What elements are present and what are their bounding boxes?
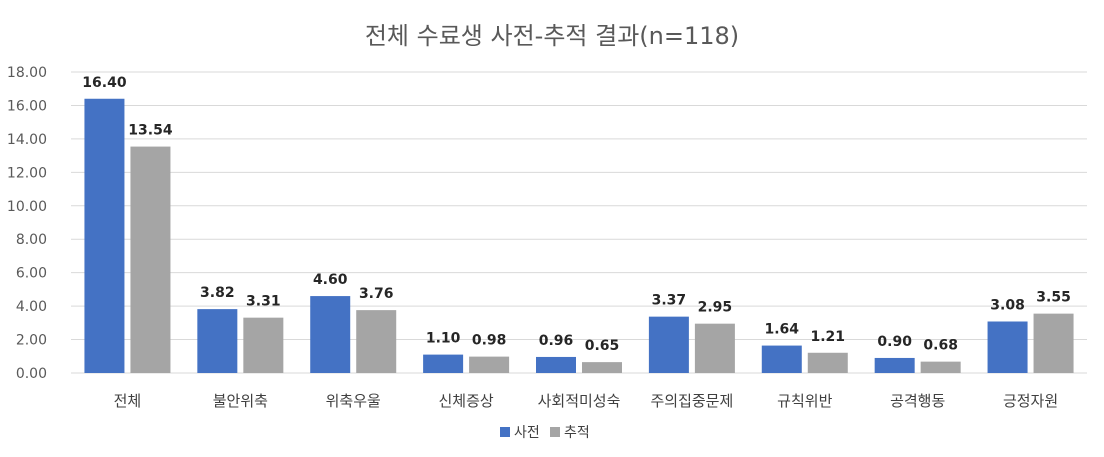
bar-followup [469,356,510,373]
bars [84,98,1074,373]
bar-pre [874,357,915,373]
y-tick-label: 0.00 [16,366,47,382]
data-label: 1.21 [811,329,846,345]
y-tick-label: 14.00 [7,132,47,148]
y-tick-label: 16.00 [7,98,47,114]
y-axis-tick-labels: 0.00 2.00 4.00 6.00 8.00 10.00 12.00 14.00 16.00… [7,65,47,382]
category-label: 공격행동 [890,392,945,410]
data-label: 3.82 [200,285,235,301]
bar-pre [423,354,464,373]
chart-title: 전체 수료생 사전-추적 결과(n=118) [365,22,739,50]
data-label: 1.64 [765,322,800,338]
y-tick-label: 12.00 [7,165,47,181]
data-label: 3.37 [652,293,687,309]
data-label: 1.10 [426,331,461,347]
category-label: 전체 [114,392,142,410]
data-label: 0.96 [539,333,574,349]
data-label: 0.90 [877,334,912,350]
bar-followup [1033,313,1074,373]
gridlines [71,71,1087,374]
legend: 사전 추적 [500,425,590,441]
data-label: 4.60 [313,272,348,288]
category-label: 긍정자원 [1003,392,1058,410]
bar-pre [197,309,238,373]
bar-followup [130,146,171,373]
bar-pre [310,296,351,373]
data-label: 3.08 [990,297,1025,313]
category-label: 주의집중문제 [650,392,733,410]
data-label: 13.54 [128,123,173,139]
data-label: 2.95 [698,300,733,316]
y-tick-label: 4.00 [16,299,47,315]
data-label: 3.31 [246,294,281,310]
bar-pre [536,356,576,373]
data-label: 3.76 [359,286,394,302]
y-tick-label: 18.00 [7,65,47,81]
data-label: 0.68 [923,338,958,354]
bar-followup [243,317,284,373]
legend-label: 사전 [514,425,540,441]
y-tick-label: 8.00 [16,232,47,248]
category-label: 위축우울 [326,392,381,410]
data-label: 3.55 [1036,290,1071,306]
bar-followup [356,310,397,373]
bar-pre [84,98,125,373]
bar-pre [761,345,802,373]
data-label: 0.98 [472,333,507,349]
bar-followup [582,362,622,373]
bar-pre [648,316,689,373]
bar-pre [987,321,1028,373]
category-label: 신체증상 [439,392,494,410]
bar-followup [920,361,961,373]
legend-label: 추적 [564,425,590,441]
data-labels: 16.40 13.54 3.82 3.31 4.60 3.76 1.10 0.98 0.96 0.… [82,75,1071,354]
data-label: 0.65 [585,338,620,354]
category-label: 불안위축 [213,392,268,410]
bar-followup [807,352,848,373]
legend-swatch [550,427,560,437]
y-tick-label: 10.00 [7,199,47,215]
bar-followup [694,323,735,373]
y-tick-label: 2.00 [16,333,47,349]
x-axis-category-labels: 전체 불안위축 위축우울 신체증상 사회적미성숙 주의집중문제 규칙위반 공격행동 긍정자원 [114,392,1059,410]
y-tick-label: 6.00 [16,266,47,282]
category-label: 규칙위반 [777,392,832,410]
data-label: 16.40 [82,75,127,91]
category-label: 사회적미성숙 [538,392,621,410]
legend-swatch [500,427,510,437]
